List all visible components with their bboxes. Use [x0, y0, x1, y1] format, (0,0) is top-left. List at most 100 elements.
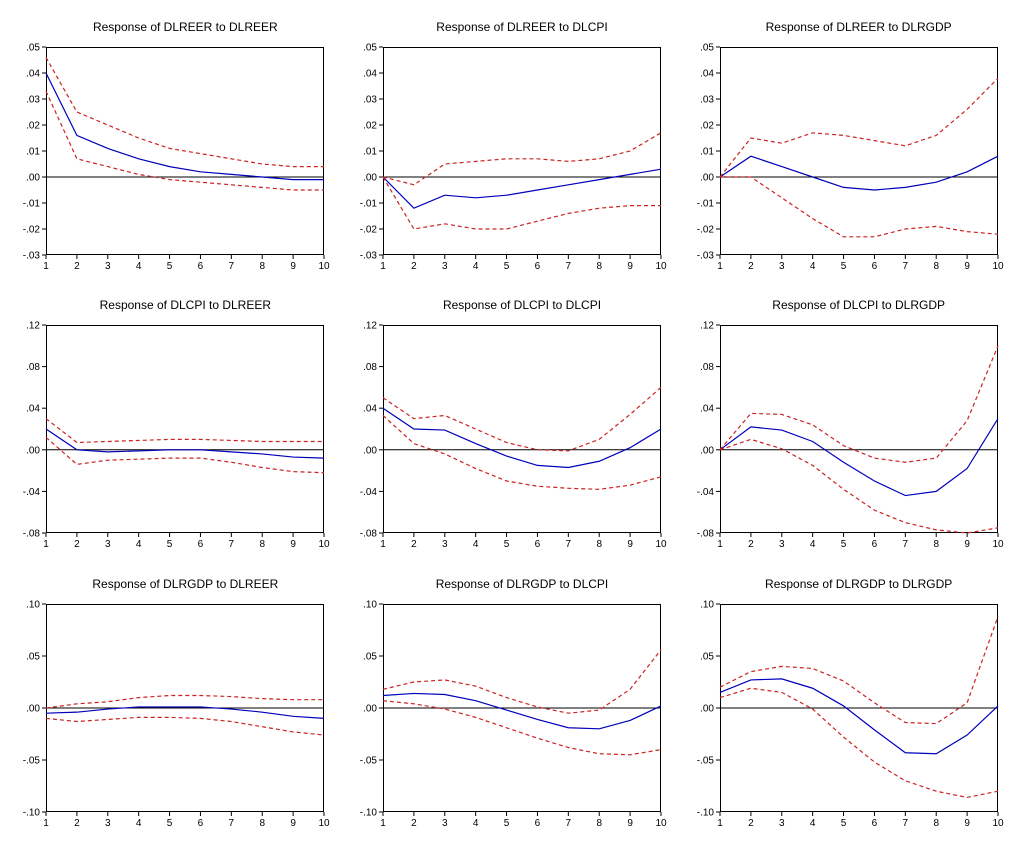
- svg-text:2: 2: [748, 539, 754, 550]
- svg-text:-.10: -.10: [360, 807, 378, 818]
- svg-text:1: 1: [44, 818, 50, 829]
- svg-text:-.05: -.05: [696, 755, 714, 766]
- svg-text:-.04: -.04: [23, 487, 41, 498]
- svg-text:.03: .03: [363, 95, 377, 106]
- svg-text:.10: .10: [363, 599, 377, 610]
- svg-text:-.03: -.03: [360, 251, 378, 262]
- svg-text:-.05: -.05: [360, 755, 378, 766]
- svg-text:.03: .03: [700, 95, 714, 106]
- svg-text:10: 10: [319, 261, 331, 272]
- svg-text:5: 5: [840, 539, 846, 550]
- chart-plot: .05 .04 .03 .02 .01 .00 -.01 -.02 -.031 2 3 4 5 6 7 8 9 1…: [360, 43, 667, 273]
- svg-text:4: 4: [136, 818, 142, 829]
- svg-text:1: 1: [717, 539, 723, 550]
- svg-text:.02: .02: [700, 121, 714, 132]
- svg-text:.00: .00: [26, 703, 40, 714]
- svg-text:9: 9: [964, 539, 970, 550]
- irf-panel-dlcpi-to-dlcpi: Response of DLCPI to DLCPI .12 .08 .04 .00 -…: [341, 282, 678, 560]
- svg-text:2: 2: [411, 539, 417, 550]
- svg-text:3: 3: [105, 539, 111, 550]
- svg-text:.00: .00: [700, 173, 714, 184]
- svg-text:-.02: -.02: [360, 225, 378, 236]
- svg-text:-.10: -.10: [23, 807, 41, 818]
- svg-text:9: 9: [291, 261, 297, 272]
- irf-panel-dlreer-to-dlrgdp: Response of DLREER to DLRGDP .05.04.03.0…: [677, 4, 1014, 282]
- irf-panel-dlreer-to-dlcpi: Response of DLREER to DLCPI .05 .04 .03 .02…: [341, 4, 678, 282]
- svg-text:3: 3: [105, 261, 111, 272]
- svg-text:8: 8: [933, 261, 939, 272]
- svg-text:2: 2: [411, 818, 417, 829]
- svg-text:10: 10: [319, 818, 331, 829]
- svg-text:6: 6: [871, 818, 877, 829]
- svg-text:7: 7: [229, 539, 235, 550]
- svg-text:4: 4: [136, 261, 142, 272]
- svg-text:.02: .02: [26, 121, 40, 132]
- svg-text:-.10: -.10: [696, 807, 714, 818]
- svg-text:2: 2: [74, 539, 80, 550]
- svg-text:2: 2: [411, 261, 417, 272]
- svg-text:.00: .00: [700, 703, 714, 714]
- svg-text:-.01: -.01: [696, 199, 714, 210]
- svg-text:9: 9: [627, 261, 633, 272]
- svg-text:3: 3: [779, 261, 785, 272]
- irf-panel-dlrgdp-to-dlcpi: Response of DLRGDP to DLCPI .10 .05 .00 -.0…: [341, 561, 678, 839]
- svg-text:7: 7: [229, 261, 235, 272]
- irf-panel-dlreer-to-dlreer: Response of DLREER to DLREER .05.04.03.0…: [4, 4, 341, 282]
- svg-text:1: 1: [44, 261, 50, 272]
- svg-text:5: 5: [167, 261, 173, 272]
- svg-text:4: 4: [810, 261, 816, 272]
- svg-text:-.02: -.02: [23, 225, 41, 236]
- svg-text:10: 10: [992, 261, 1004, 272]
- svg-text:10: 10: [655, 261, 667, 272]
- chart-title: Response of DLCPI to DLRGDP: [772, 298, 946, 313]
- svg-text:3: 3: [779, 539, 785, 550]
- svg-text:3: 3: [779, 818, 785, 829]
- svg-text:4: 4: [473, 261, 479, 272]
- svg-text:.02: .02: [363, 121, 377, 132]
- svg-text:9: 9: [627, 818, 633, 829]
- svg-text:.04: .04: [26, 404, 40, 415]
- svg-text:.04: .04: [363, 404, 377, 415]
- svg-text:8: 8: [260, 539, 266, 550]
- chart-title: Response of DLRGDP to DLREER: [92, 576, 279, 591]
- svg-text:.00: .00: [363, 173, 377, 184]
- svg-text:.08: .08: [363, 362, 377, 373]
- svg-text:3: 3: [442, 539, 448, 550]
- svg-text:.12: .12: [26, 321, 40, 332]
- svg-text:6: 6: [198, 818, 204, 829]
- chart-plot: .10 .05 .00 -.05 -.101 2 3 4 5 6 7 8 9 10: [696, 599, 1003, 829]
- svg-text:4: 4: [473, 539, 479, 550]
- svg-text:.04: .04: [363, 69, 377, 80]
- svg-text:-.08: -.08: [696, 529, 714, 540]
- irf-panel-dlcpi-to-dlreer: Response of DLCPI to DLREER .12 .08 .04 .00…: [4, 282, 341, 560]
- svg-text:2: 2: [748, 818, 754, 829]
- svg-text:.00: .00: [26, 173, 40, 184]
- svg-text:4: 4: [136, 539, 142, 550]
- irf-panel-dlrgdp-to-dlreer: Response of DLRGDP to DLREER .10 .05 .00 -.…: [4, 561, 341, 839]
- svg-text:.03: .03: [26, 95, 40, 106]
- svg-text:-.04: -.04: [696, 487, 714, 498]
- svg-text:.05: .05: [700, 651, 714, 662]
- svg-text:7: 7: [902, 818, 908, 829]
- svg-text:5: 5: [504, 818, 510, 829]
- svg-text:1: 1: [44, 539, 50, 550]
- svg-text:4: 4: [810, 539, 816, 550]
- svg-text:9: 9: [964, 818, 970, 829]
- svg-text:7: 7: [229, 818, 235, 829]
- svg-text:3: 3: [442, 818, 448, 829]
- svg-text:-.03: -.03: [696, 251, 714, 262]
- svg-text:6: 6: [535, 261, 541, 272]
- irf-panel-dlrgdp-to-dlrgdp: Response of DLRGDP to DLRGDP .10 .05 .00 -.…: [677, 561, 1014, 839]
- svg-text:10: 10: [319, 539, 331, 550]
- svg-text:6: 6: [871, 539, 877, 550]
- svg-text:1: 1: [717, 261, 723, 272]
- svg-text:4: 4: [810, 818, 816, 829]
- svg-text:8: 8: [933, 818, 939, 829]
- svg-text:3: 3: [442, 261, 448, 272]
- chart-plot: .12 .08 .04 .00 -.04 -.081 2 3 4 5 6 7 8 9 10: [696, 321, 1003, 551]
- chart-plot: .12 .08 .04 .00 -.04 -.081 2 3 4 5 6 7 8 9 10: [23, 321, 331, 551]
- chart-title: Response of DLREER to DLRGDP: [765, 20, 952, 34]
- svg-text:-.03: -.03: [23, 251, 41, 262]
- svg-text:9: 9: [627, 539, 633, 550]
